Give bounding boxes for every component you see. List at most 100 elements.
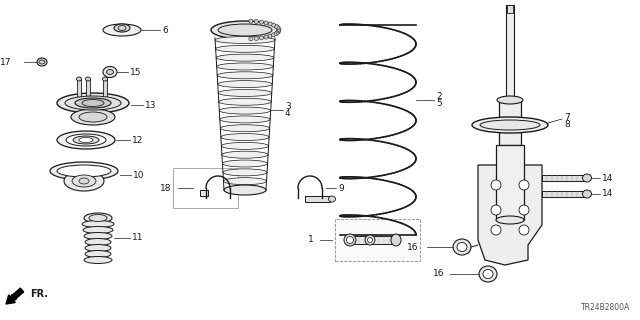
Ellipse shape — [219, 98, 271, 105]
Ellipse shape — [223, 160, 268, 167]
Ellipse shape — [72, 175, 96, 187]
FancyArrow shape — [6, 288, 24, 304]
Text: 7: 7 — [564, 113, 570, 122]
Ellipse shape — [82, 220, 114, 228]
Ellipse shape — [496, 216, 524, 224]
Ellipse shape — [216, 63, 273, 70]
Text: 18: 18 — [160, 183, 172, 193]
Ellipse shape — [582, 174, 591, 182]
Ellipse shape — [89, 214, 107, 221]
Circle shape — [264, 21, 268, 25]
Ellipse shape — [222, 151, 268, 158]
Circle shape — [259, 36, 264, 40]
Circle shape — [254, 36, 259, 41]
Ellipse shape — [65, 96, 121, 110]
Text: 12: 12 — [132, 135, 143, 145]
Text: 9: 9 — [338, 183, 344, 193]
Ellipse shape — [218, 81, 273, 88]
Ellipse shape — [480, 120, 540, 130]
Circle shape — [491, 180, 501, 190]
Ellipse shape — [365, 235, 375, 245]
Ellipse shape — [346, 236, 353, 244]
Bar — [103, 79, 107, 97]
Bar — [496, 145, 524, 220]
Ellipse shape — [39, 60, 45, 64]
Ellipse shape — [66, 134, 106, 146]
Text: 15: 15 — [130, 68, 141, 76]
Bar — [350, 236, 398, 244]
Text: 13: 13 — [145, 100, 157, 109]
Circle shape — [491, 205, 501, 215]
Circle shape — [268, 22, 272, 26]
Text: 4: 4 — [285, 108, 291, 117]
Bar — [77, 79, 81, 97]
Ellipse shape — [85, 238, 111, 245]
Ellipse shape — [215, 36, 275, 44]
Ellipse shape — [223, 178, 266, 185]
Circle shape — [277, 27, 281, 31]
Circle shape — [274, 32, 278, 36]
Text: 16: 16 — [407, 243, 419, 252]
Text: 5: 5 — [436, 99, 442, 108]
Text: 11: 11 — [132, 234, 143, 243]
Ellipse shape — [220, 116, 270, 123]
Circle shape — [268, 34, 272, 38]
Ellipse shape — [84, 213, 112, 223]
Ellipse shape — [457, 243, 467, 252]
Ellipse shape — [223, 169, 267, 176]
Polygon shape — [478, 165, 542, 265]
Circle shape — [519, 205, 529, 215]
Ellipse shape — [77, 77, 81, 81]
Text: 3: 3 — [285, 101, 291, 110]
Circle shape — [249, 37, 253, 41]
Ellipse shape — [216, 54, 274, 61]
Ellipse shape — [103, 24, 141, 36]
Text: 2: 2 — [436, 92, 442, 100]
Bar — [200, 190, 208, 196]
Text: 14: 14 — [602, 173, 613, 182]
Ellipse shape — [220, 125, 269, 132]
Ellipse shape — [84, 257, 112, 263]
Circle shape — [276, 26, 280, 30]
Ellipse shape — [85, 244, 111, 252]
Bar — [506, 5, 514, 100]
Circle shape — [491, 225, 501, 235]
Ellipse shape — [453, 239, 471, 255]
Ellipse shape — [85, 251, 111, 258]
Text: TR24B2800A: TR24B2800A — [580, 303, 630, 312]
Bar — [507, 5, 513, 13]
Ellipse shape — [224, 185, 266, 195]
Text: 6: 6 — [162, 26, 168, 35]
Text: FR.: FR. — [30, 289, 48, 299]
Ellipse shape — [57, 165, 111, 177]
Text: 14: 14 — [602, 189, 613, 198]
Circle shape — [277, 29, 281, 33]
Circle shape — [271, 33, 276, 37]
Ellipse shape — [83, 227, 113, 234]
Ellipse shape — [479, 266, 497, 282]
Ellipse shape — [472, 117, 548, 133]
Ellipse shape — [71, 109, 115, 125]
Ellipse shape — [218, 24, 272, 36]
Ellipse shape — [211, 21, 279, 39]
Ellipse shape — [221, 133, 269, 140]
Ellipse shape — [582, 190, 591, 198]
Ellipse shape — [328, 196, 335, 202]
Text: 1: 1 — [308, 236, 314, 244]
Ellipse shape — [391, 234, 401, 246]
Text: 17: 17 — [0, 58, 12, 67]
Bar — [305, 196, 330, 202]
Ellipse shape — [50, 162, 118, 180]
Bar — [86, 79, 90, 97]
Ellipse shape — [483, 269, 493, 278]
Ellipse shape — [497, 96, 523, 104]
Ellipse shape — [106, 69, 113, 75]
Ellipse shape — [220, 107, 271, 114]
Ellipse shape — [82, 100, 104, 107]
Ellipse shape — [367, 237, 372, 243]
Ellipse shape — [217, 72, 273, 79]
Circle shape — [249, 19, 253, 23]
Ellipse shape — [216, 45, 275, 52]
Ellipse shape — [114, 24, 130, 32]
Ellipse shape — [86, 77, 90, 81]
